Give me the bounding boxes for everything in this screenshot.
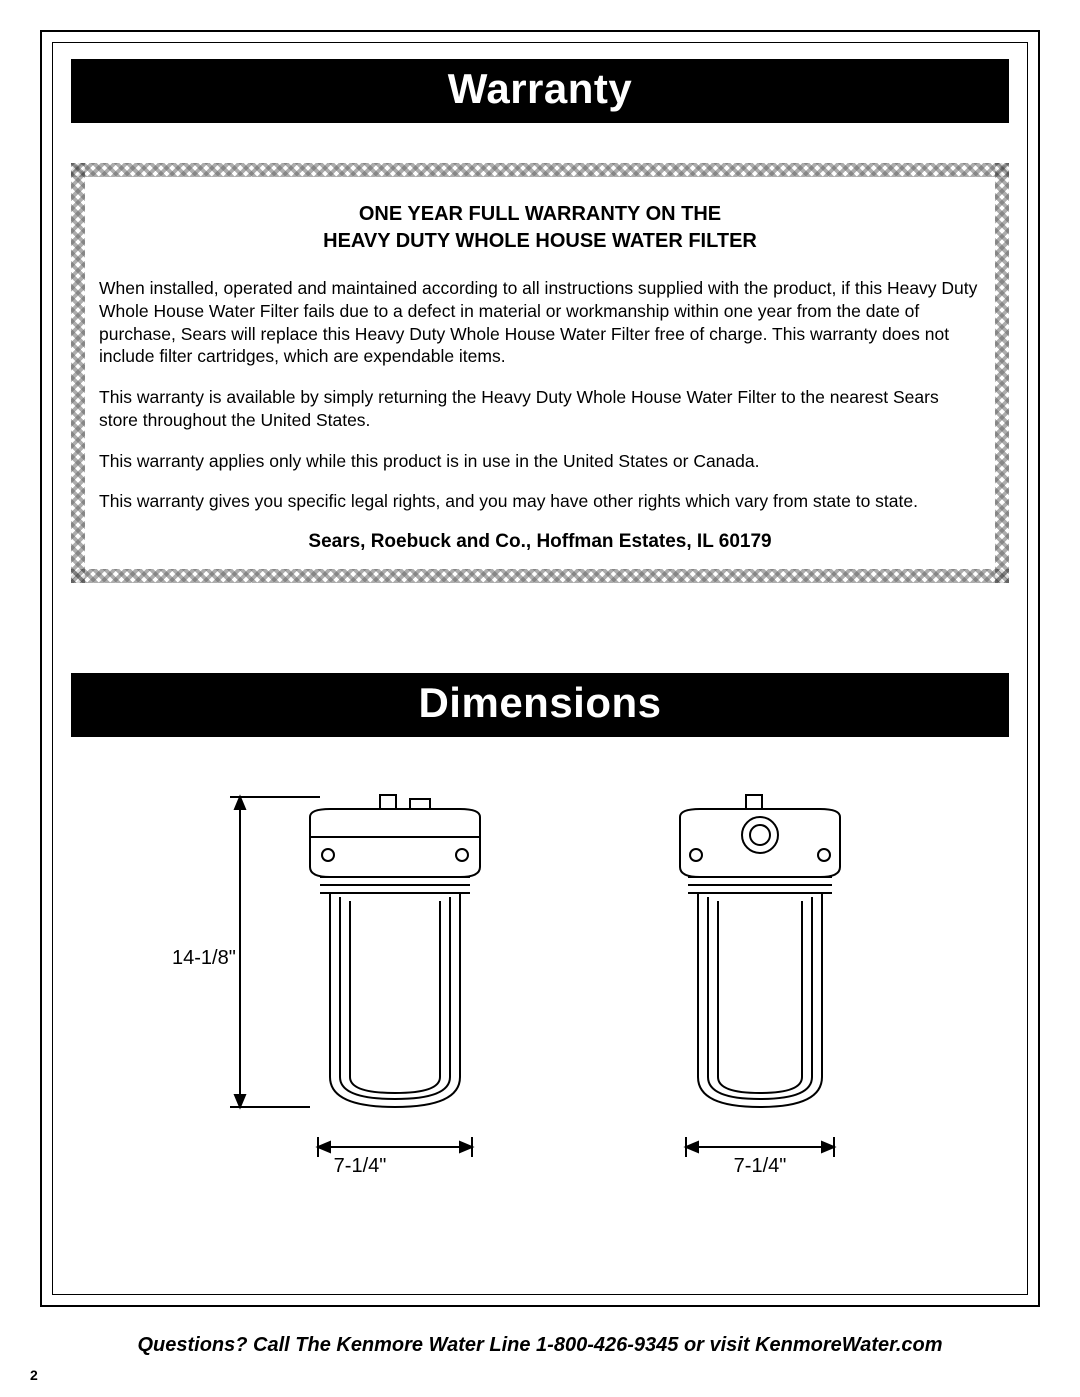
warranty-para-1: When installed, operated and maintained … bbox=[99, 277, 981, 368]
page-inner-frame: Warranty ONE YEAR FULL WARRANTY ON THE H… bbox=[52, 42, 1028, 1295]
warranty-title: ONE YEAR FULL WARRANTY ON THE HEAVY DUTY… bbox=[99, 201, 981, 255]
filter-front-svg bbox=[200, 777, 520, 1177]
cert-border-bottom bbox=[71, 569, 1009, 583]
warranty-certificate-box: ONE YEAR FULL WARRANTY ON THE HEAVY DUTY… bbox=[71, 163, 1009, 583]
warranty-para-4: This warranty gives you specific legal r… bbox=[99, 490, 981, 513]
footer-contact-line: Questions? Call The Kenmore Water Line 1… bbox=[0, 1334, 1080, 1357]
filter-side-view: 7-1/4" bbox=[640, 777, 880, 1178]
page-outer-frame: Warranty ONE YEAR FULL WARRANTY ON THE H… bbox=[40, 30, 1040, 1307]
warranty-para-2: This warranty is available by simply ret… bbox=[99, 386, 981, 432]
filter-front-view: 14-1/8" 7-1/4" bbox=[200, 777, 520, 1178]
warranty-title-line2: HEAVY DUTY WHOLE HOUSE WATER FILTER bbox=[99, 228, 981, 255]
cert-border-left bbox=[71, 163, 85, 583]
cert-border-right bbox=[995, 163, 1009, 583]
width-dimension-label-right: 7-1/4" bbox=[640, 1155, 880, 1178]
height-dimension-label: 14-1/8" bbox=[172, 947, 236, 970]
width-dimension-label-left: 7-1/4" bbox=[200, 1155, 520, 1178]
cert-border-top bbox=[71, 163, 1009, 177]
warranty-para-3: This warranty applies only while this pr… bbox=[99, 450, 981, 473]
warranty-section-header: Warranty bbox=[71, 59, 1009, 123]
dimensions-diagram-row: 14-1/8" 7-1/4" bbox=[71, 777, 1009, 1178]
filter-side-svg bbox=[640, 777, 880, 1177]
warranty-company: Sears, Roebuck and Co., Hoffman Estates,… bbox=[99, 531, 981, 553]
page-number: 2 bbox=[30, 1367, 38, 1383]
warranty-title-line1: ONE YEAR FULL WARRANTY ON THE bbox=[99, 201, 981, 228]
dimensions-section-header: Dimensions bbox=[71, 673, 1009, 737]
